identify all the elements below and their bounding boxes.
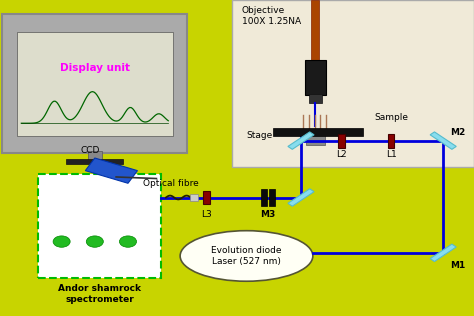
Text: M1: M1 (450, 261, 465, 270)
FancyBboxPatch shape (2, 14, 187, 153)
Text: Evolution diode
Laser (527 nm): Evolution diode Laser (527 nm) (211, 246, 282, 266)
Bar (261, 189, 267, 206)
Bar (88, 151, 102, 160)
Bar (388, 134, 394, 148)
Bar (66, 159, 123, 164)
Polygon shape (430, 132, 456, 149)
Bar (38, 174, 161, 278)
Polygon shape (85, 158, 137, 183)
Circle shape (119, 236, 137, 247)
Text: M2: M2 (450, 129, 465, 137)
Text: Display unit: Display unit (60, 63, 130, 73)
Polygon shape (430, 244, 456, 262)
Text: M3: M3 (260, 210, 275, 219)
Text: Objective
100X 1.25NA: Objective 100X 1.25NA (242, 6, 301, 26)
Circle shape (53, 236, 70, 247)
Bar (305, 60, 326, 95)
Text: L3: L3 (201, 210, 211, 219)
Text: L2: L2 (336, 150, 346, 159)
Ellipse shape (180, 231, 313, 281)
Polygon shape (288, 132, 314, 149)
Bar (311, 0, 319, 63)
Bar (190, 194, 198, 201)
Text: CCD: CCD (81, 146, 100, 155)
Bar (203, 191, 210, 204)
Bar (309, 94, 322, 103)
Bar (17, 32, 173, 136)
Bar (306, 135, 325, 145)
Text: Stage: Stage (246, 131, 273, 140)
Bar (232, 0, 474, 167)
Circle shape (86, 236, 103, 247)
Bar (273, 128, 363, 136)
Bar (269, 189, 275, 206)
Polygon shape (288, 189, 314, 206)
Bar (338, 134, 345, 148)
Text: Andor shamrock
spectrometer: Andor shamrock spectrometer (58, 284, 141, 304)
Text: Optical fibre: Optical fibre (143, 179, 199, 188)
Text: L1: L1 (386, 150, 396, 159)
Text: Sample: Sample (374, 113, 409, 122)
